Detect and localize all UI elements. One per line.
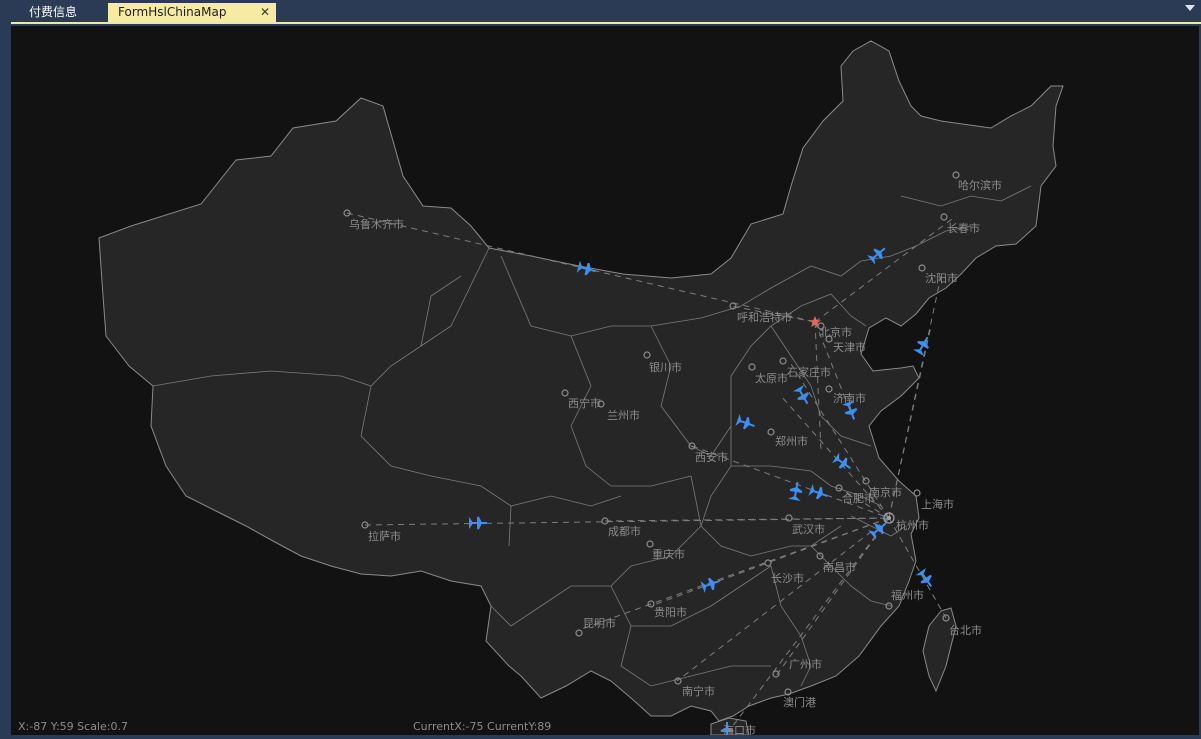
china-landmass	[98, 40, 1064, 722]
city-label: 台北市	[949, 623, 982, 637]
plane-icon	[788, 481, 803, 501]
city-label: 沈阳市	[925, 271, 958, 285]
city-label: 天津市	[833, 340, 866, 354]
city-label: 银川市	[649, 360, 682, 374]
city-label: 济南市	[833, 391, 866, 405]
city-label: 合肥市	[842, 491, 875, 505]
province-borders	[152, 185, 1032, 687]
city-label: 南宁市	[682, 684, 715, 698]
plane-icon	[868, 522, 887, 540]
city-marker	[646, 540, 654, 548]
map-svg: 乌鲁木齐市 哈尔滨市 长春市 沈阳市 呼和浩特市 北京市 天津市 银川市 石家庄…	[98, 40, 1064, 735]
city-label: 上海市	[921, 497, 954, 511]
city-marker	[779, 357, 787, 365]
city-label: 呼和浩特市	[737, 310, 792, 324]
city-label: 拉萨市	[368, 529, 401, 543]
scale-readout: X:-87 Y:59 Scale:0.7	[18, 720, 128, 733]
plane-icon	[832, 452, 851, 469]
hub-marker-icon	[883, 512, 895, 524]
plane-icon	[793, 385, 810, 405]
plane-icon	[915, 568, 932, 587]
city-label: 成都市	[608, 524, 641, 538]
current-coordinates-readout: CurrentX:-75 CurrentY:89	[413, 720, 552, 733]
city-marker	[825, 335, 833, 343]
window-frame-bottom	[0, 735, 1201, 739]
city-marker	[772, 670, 780, 678]
city-marker	[885, 602, 893, 610]
city-marker	[764, 559, 772, 567]
city-marker	[601, 517, 609, 525]
city-marker	[825, 385, 833, 393]
plane-icon	[867, 247, 886, 265]
plane-icon	[841, 400, 858, 420]
city-label: 重庆市	[652, 547, 685, 561]
city-marker	[940, 213, 948, 221]
city-label: 太原市	[755, 371, 788, 385]
city-marker	[913, 489, 921, 497]
city-marker	[575, 629, 583, 637]
city-label: 长沙市	[771, 571, 804, 585]
city-label: 南昌市	[823, 560, 856, 574]
city-marker	[361, 521, 369, 529]
city-marker	[816, 552, 824, 560]
plane-icon	[700, 577, 720, 594]
tab-label: FormHslChinaMap	[118, 5, 227, 19]
city-marker	[817, 322, 825, 330]
tab-payment-info[interactable]: 付费信息	[28, 5, 77, 19]
city-label: 北京市	[819, 325, 852, 339]
close-icon[interactable]: ✕	[259, 5, 270, 19]
city-label: 哈尔滨市	[958, 178, 1002, 192]
city-marker	[343, 209, 351, 217]
city-marker	[835, 484, 843, 492]
china-map-canvas[interactable]: 乌鲁木齐市 哈尔滨市 长春市 沈阳市 呼和浩特市 北京市 天津市 银川市 石家庄…	[11, 26, 1199, 735]
city-marker	[942, 614, 950, 622]
city-label: 乌鲁木齐市	[349, 217, 404, 231]
city-marker	[784, 688, 792, 696]
city-marker	[729, 302, 737, 310]
city-marker	[767, 428, 775, 436]
plane-icon	[735, 413, 755, 430]
plane-icon	[808, 483, 828, 500]
planes	[469, 247, 932, 735]
plane-icon	[576, 260, 596, 276]
city-label: 福州市	[891, 588, 924, 602]
city-label: 南京市	[869, 485, 902, 499]
city-marker	[785, 514, 793, 522]
hainan-island	[710, 717, 750, 735]
city-label: 郑州市	[775, 434, 808, 448]
city-label: 武汉市	[792, 522, 825, 536]
window-frame-left	[0, 22, 11, 739]
tab-bar: 付费信息 FormHslChinaMap ✕	[0, 0, 1201, 24]
city-label: 西安市	[695, 450, 728, 464]
city-label: 海口市	[723, 723, 756, 735]
city-label: 西宁市	[568, 396, 601, 410]
flight-routes	[346, 212, 957, 732]
city-marker	[918, 264, 926, 272]
city-marker	[561, 389, 569, 397]
city-marker	[952, 171, 960, 179]
city-marker	[862, 477, 870, 485]
city-label: 澳门港	[783, 695, 816, 709]
city-label: 杭州市	[896, 518, 929, 532]
city-label: 贵阳市	[654, 605, 687, 619]
chevron-down-icon[interactable]	[1185, 5, 1195, 11]
city-marker	[674, 677, 682, 685]
plane-icon	[720, 722, 734, 735]
tab-form-hsl-china-map[interactable]: FormHslChinaMap ✕	[108, 3, 276, 22]
city-marker	[597, 400, 605, 408]
city-marker	[748, 363, 756, 371]
city-label: 石家庄市	[787, 365, 831, 379]
city-marker	[647, 600, 655, 608]
city-marker	[688, 442, 696, 450]
city-marker	[643, 351, 651, 359]
city-label: 兰州市	[607, 408, 640, 422]
plane-icon	[469, 516, 487, 530]
city-label: 昆明市	[583, 616, 616, 630]
city-label: 长春市	[947, 221, 980, 235]
plane-icon	[913, 336, 930, 356]
city-markers: 乌鲁木齐市 哈尔滨市 长春市 沈阳市 呼和浩特市 北京市 天津市 银川市 石家庄…	[343, 171, 1002, 735]
taiwan-island	[922, 607, 957, 693]
city-label: 广州市	[789, 657, 822, 671]
